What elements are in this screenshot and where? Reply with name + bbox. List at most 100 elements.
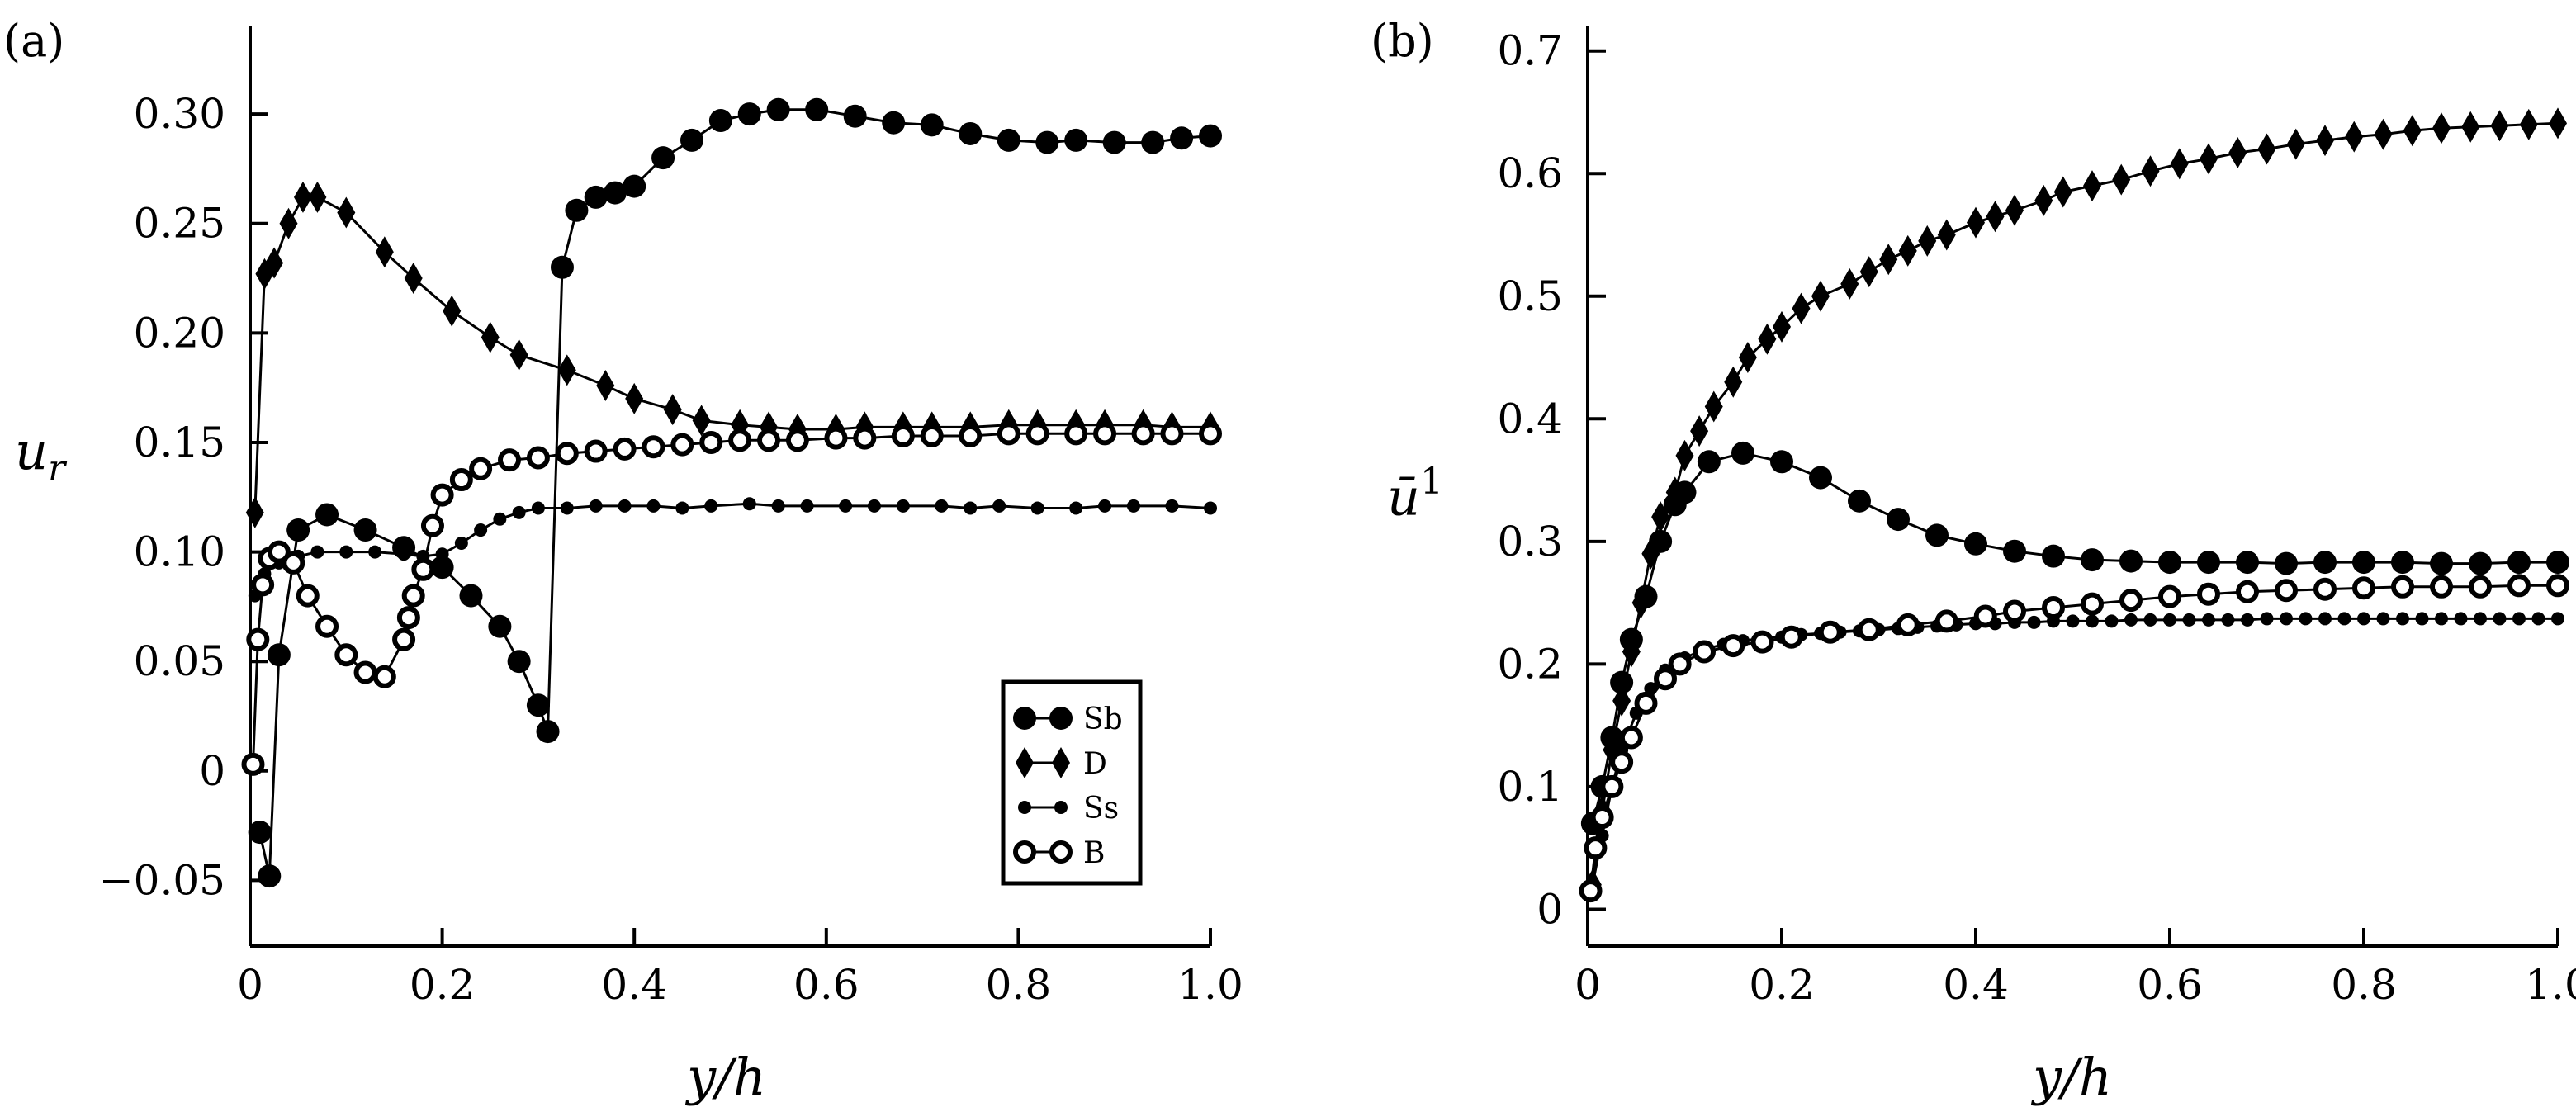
panel-b-series-d-point [1967,206,1985,239]
panel-b-series-ss-point [2260,612,2274,626]
panel-a-series-ss-point [839,499,853,513]
panel-b-ytick-label: 0.1 [1497,763,1563,811]
panel-a-series-b-point [241,752,265,776]
panel-a-series-sb-point [550,255,574,279]
panel-b-series-b-point [1896,613,1920,636]
panel-b-series-ss-point [2241,613,2254,627]
panel-b-series [1579,107,2569,903]
panel-b-series-b-point [1584,836,1608,860]
panel-b-series-sb-point [2430,551,2453,575]
panel-b-series-d-point [2141,155,2160,187]
panel-b-series-b-point [1634,691,1658,715]
panel-a-ylabel: ur [15,421,68,490]
legend-marker-point [1013,840,1036,864]
panel-b-ytick-label: 0.2 [1497,640,1563,688]
panel-b-series-d-point [1758,323,1777,355]
panel-b-series-d-point [1840,267,1859,300]
panel-a-series-b-point [401,584,425,608]
panel-a-series-ss [248,497,1217,603]
legend-marker-point [1049,840,1073,864]
panel-b-series-d-point [2053,176,2072,208]
panel-a-series-ss-point [1098,499,1112,513]
panel-a-series-d-point [509,338,528,371]
panel-b-series-b-point [1721,634,1745,658]
panel-a-series-ss-point [1165,499,1179,513]
panel-a-series-ss-point [589,499,603,513]
panel-b-series-d-point [2257,133,2276,165]
panel-b-series-b-point [1693,640,1716,664]
legend-entry-sb: Sb [1013,703,1123,736]
panel-a-series-sb-point [737,102,761,126]
panel-a-series-sb-point [258,864,282,888]
panel-b-series-sb-point [1731,441,1754,465]
panel-b-series-ss-line [1591,617,2558,885]
panel-b-series-sb-point [2469,551,2492,575]
panel-a-series-b-point [584,439,608,463]
panel-b-series-d-point [1859,256,1878,288]
panel-a-series-b-point [315,614,339,638]
panel-a-series-d-point [481,321,500,353]
panel-b-series-d-point [2170,148,2189,180]
panel-a-xtick-label: 0.4 [601,961,667,1009]
panel-b-series-sb-point [2081,548,2104,572]
panel-b-axes [1586,26,2558,948]
legend-label-d: D [1083,747,1107,781]
panel-a-series-sb-point [1199,124,1222,148]
panel-b-series-ss-point [2105,614,2119,628]
panel-a-series-d-point [293,181,312,213]
panel-b-series-d-point [2374,118,2393,150]
panel-a-series-b-point [699,430,723,454]
panel-b-ytick-label: 0.3 [1497,518,1563,565]
panel-a-series-ss-point [368,545,382,559]
panel-a-series-b-point [334,643,358,667]
panel-b-series-b-point [2469,575,2492,599]
panel-a-series-d-point [279,207,298,239]
panel-a-series-d-point [265,247,284,279]
panel-a-series-b-point [642,435,665,459]
panel-b-series-b-point [2119,589,2143,613]
panel-a-xtick-label: 0.8 [986,961,1052,1009]
panel-b-series-d-point [1651,501,1670,533]
panel-a-series-sb-point [526,693,550,717]
panel-a-label: (a) [3,15,64,67]
panel-b-series-d-point [1879,244,1898,276]
panel-b-series-ss-point [2531,612,2545,626]
panel-b-series-sb-point [1925,523,1949,547]
panel-b-series-sb-point [2119,549,2143,573]
panel-a-series-ss-point [896,499,910,513]
panel-b-series-sb-point [2546,551,2569,575]
panel-b-series-d-point [2345,121,2364,153]
panel-b-series-d-point [1612,684,1631,717]
panel-a-series-sb-point [920,113,944,137]
panel-a-ytick-label: 0.20 [134,309,225,357]
panel-a-series-b-point [728,428,752,452]
panel-b-series-sb-point [1964,532,1987,556]
panel-a-series-sb-point [1141,130,1165,154]
panel-a-series-b-point [267,540,291,564]
panel-a-series-ss-point [618,499,632,513]
panel-a-series-ss-point [454,536,468,550]
panel-b-series-d-point [1665,476,1684,509]
panel-b-series-d-line [1591,121,2559,885]
panel-a-series-ss-point [771,499,785,513]
legend-marker-sb [1013,707,1073,730]
legend-marker-point [1018,801,1031,814]
panel-b-xtick-label: 0.4 [1943,961,2009,1009]
panel-a-series-sb-point [603,181,627,205]
panel-b-series-sb-point [2236,551,2259,575]
panel-b-series-d-point [1898,234,1917,267]
panel-b-series-sb-point [2313,551,2337,575]
panel-b-series-ss-point [2415,612,2429,626]
legend-label-sb: Sb [1083,703,1123,736]
panel-a-series-d [245,181,1219,528]
panel-a: (a) ur y/h 0 0.2 0.4 0.6 0.8 1.0 −0.05 0 0.05 0.1… [3,15,1243,1107]
panel-a-series-sb-point [248,821,272,845]
panel-a-series-b-point [526,446,550,470]
panel-a-series-ss-point [964,501,978,515]
panel-b-series-ss-point [2337,612,2351,626]
panel-a-series-d-point [404,263,423,295]
panel-a-series-sb-point [1102,130,1126,154]
panel-b-series-b-point [2430,575,2453,599]
panel-a-series-sb-point [680,128,703,152]
